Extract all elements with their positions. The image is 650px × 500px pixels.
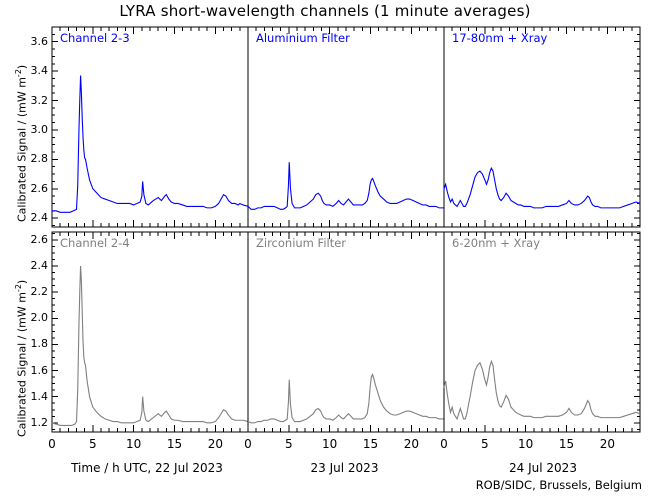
x-tick-label: 0 (244, 437, 252, 451)
y-tick-label: 3.4 (30, 64, 49, 78)
y-tick-label: 1.2 (30, 415, 49, 429)
x-tick-label: 10 (126, 437, 142, 451)
y-tick-label: 2.4 (30, 258, 49, 272)
x-tick-label: 5 (89, 437, 97, 451)
x-axis-label-day3: 24 Jul 2023 (509, 461, 577, 475)
data-series-p-top-2 (247, 162, 444, 210)
data-series-p-bot-3 (443, 359, 641, 421)
plot-frame-row-1 (51, 26, 641, 228)
panel-label-p-top-3: 17-80nm + Xray (452, 31, 548, 45)
x-tick-label: 10 (322, 437, 338, 451)
data-series-p-top-1 (52, 75, 249, 213)
panel-label-p-bot-1: Channel 2-4 (60, 236, 130, 250)
credit-line: ROB/SIDC, Brussels, Belgium (475, 478, 642, 492)
x-tick-label: 20 (207, 437, 223, 451)
plot-frame-row-2 (51, 231, 641, 433)
x-tick-label: 20 (403, 437, 419, 451)
x-tick-label: 5 (481, 437, 489, 451)
y-tick-label: 3.0 (30, 122, 49, 136)
y-tick-label: 2.0 (30, 311, 49, 325)
x-tick-label: 5 (285, 437, 293, 451)
page-title: LYRA short-wavelength channels (1 minute… (119, 2, 531, 20)
data-series-p-bot-1 (51, 265, 249, 427)
y-tick-label: 1.6 (30, 363, 49, 377)
panel-label-p-top-1: Channel 2-3 (60, 31, 130, 45)
x-tick-label: 15 (558, 437, 575, 451)
x-tick-label: 15 (166, 437, 183, 451)
panel-label-p-top-2: Aluminium Filter (256, 31, 350, 45)
y-tick-label: 2.2 (30, 285, 49, 299)
y-tick-label: 2.6 (30, 232, 49, 246)
x-axis-label-day2: 23 Jul 2023 (310, 461, 379, 475)
x-tick-label: 15 (362, 437, 379, 451)
x-tick-label: 0 (48, 437, 56, 451)
panel-label-p-bot-3: 6-20nm + Xray (452, 236, 540, 250)
y-tick-label: 2.6 (30, 181, 49, 195)
x-tick-label: 0 (440, 437, 448, 451)
x-axis-label-day1: Time / h UTC, 22 Jul 2023 (71, 461, 223, 475)
y-tick-label: 1.8 (30, 337, 49, 351)
x-tick-label: 20 (599, 437, 615, 451)
data-series-p-bot-2 (247, 372, 444, 424)
y-tick-label: 3.2 (30, 93, 49, 107)
y-tick-label: 3.6 (30, 34, 49, 48)
y-tick-label: 2.4 (30, 211, 49, 225)
y-tick-label: 1.4 (30, 389, 49, 403)
y-tick-label: 2.8 (30, 152, 49, 166)
panel-label-p-bot-2: Zirconium Filter (256, 236, 346, 250)
x-tick-label: 10 (518, 437, 534, 451)
data-series-p-top-3 (443, 166, 641, 209)
